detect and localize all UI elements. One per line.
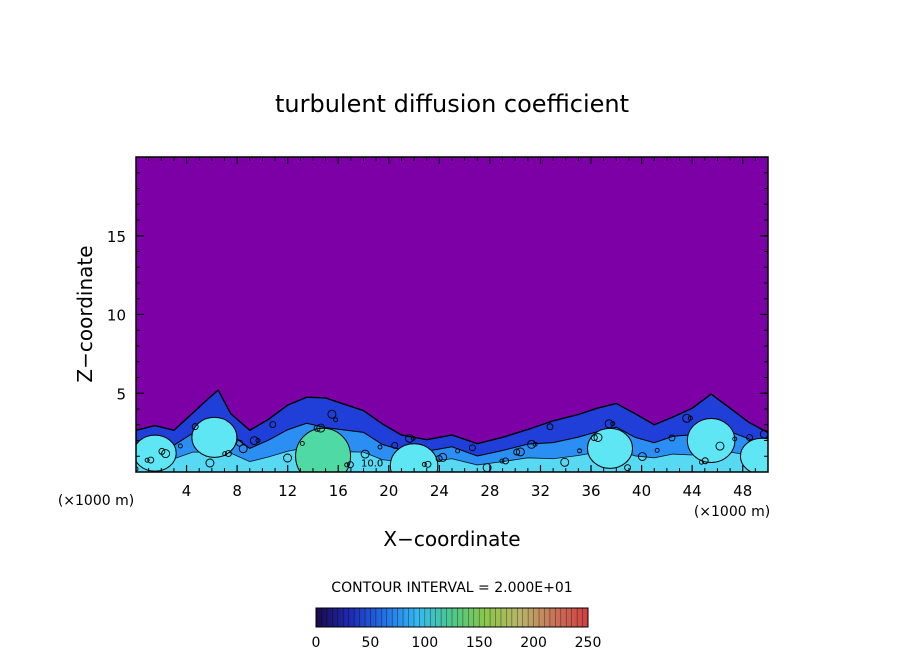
contour-eddy bbox=[438, 452, 448, 462]
contour-eddy bbox=[590, 434, 598, 442]
field-background bbox=[136, 157, 768, 472]
y-axis: 5 10 15 bbox=[107, 172, 768, 457]
contour-eddy bbox=[699, 459, 704, 465]
contour-eddy bbox=[236, 439, 243, 447]
x-tick-label: 8 bbox=[232, 482, 242, 500]
colorbar-frame bbox=[315, 607, 589, 628]
contour-eddy bbox=[502, 457, 510, 465]
contour-eddy bbox=[269, 421, 277, 428]
contour-eddy bbox=[435, 455, 443, 462]
contour-eddy bbox=[746, 434, 753, 442]
contour-eddy bbox=[593, 433, 603, 442]
contour-eddy bbox=[344, 462, 350, 468]
contour-eddy bbox=[637, 452, 647, 461]
contour-eddy bbox=[546, 423, 554, 431]
x-tick-label: 28 bbox=[480, 482, 499, 500]
contour-eddy bbox=[421, 461, 427, 467]
contour-eddy bbox=[604, 419, 614, 429]
colorbar-stripes bbox=[321, 608, 583, 627]
contour-eddy bbox=[682, 413, 692, 423]
contour-eddy bbox=[161, 449, 171, 459]
contour-eddy bbox=[560, 457, 570, 467]
chart-title: turbulent diffusion coefficient bbox=[275, 90, 629, 118]
contour-eddy bbox=[283, 453, 293, 463]
y-tick-label: 15 bbox=[107, 228, 126, 246]
contour-eddy bbox=[391, 441, 399, 449]
x-tick-label: 44 bbox=[683, 482, 702, 500]
x-axis-label: X−coordinate bbox=[383, 527, 520, 551]
x-tick-label: 24 bbox=[430, 482, 449, 500]
high-diffusion-core bbox=[739, 437, 768, 472]
contour-eddy bbox=[668, 434, 676, 442]
contour-eddy bbox=[468, 444, 476, 452]
x-unit-left: (×1000 m) bbox=[58, 493, 134, 509]
contour-eddy bbox=[405, 433, 414, 443]
x-tick-label: 4 bbox=[182, 482, 192, 500]
contour-eddy bbox=[455, 448, 461, 454]
contour-eddy bbox=[624, 464, 632, 472]
contour-eddy bbox=[732, 436, 738, 442]
contour-eddy bbox=[377, 444, 383, 450]
contour-eddy bbox=[249, 436, 259, 446]
contour-eddy bbox=[158, 447, 166, 455]
contour-eddy bbox=[424, 460, 432, 468]
colorbar-tick-label: 50 bbox=[361, 635, 379, 651]
x-tick-label: 20 bbox=[379, 482, 398, 500]
high-diffusion-core bbox=[587, 427, 633, 469]
contour-eddy bbox=[316, 423, 326, 433]
contour-eddy bbox=[136, 466, 139, 472]
contour-eddy bbox=[346, 461, 354, 469]
x-tick-label: 40 bbox=[632, 482, 651, 500]
x-tick-label: 16 bbox=[329, 482, 348, 500]
contour-eddy bbox=[759, 429, 768, 439]
contour-eddy bbox=[654, 447, 660, 453]
colorbar-tick-label: 0 bbox=[312, 635, 321, 651]
colorbar-tick-label: 150 bbox=[466, 635, 493, 651]
colorbar-tick-label: 200 bbox=[520, 635, 547, 651]
turbulence-field bbox=[136, 388, 768, 472]
y-tick-label: 5 bbox=[116, 385, 126, 403]
contour-eddy bbox=[327, 409, 337, 419]
x-tick-label: 36 bbox=[581, 482, 600, 500]
contour-eddy bbox=[205, 458, 215, 468]
y-tick-label: 10 bbox=[107, 307, 126, 325]
x-tick-label: 48 bbox=[733, 482, 752, 500]
contour-eddy bbox=[222, 451, 228, 457]
contour-eddy bbox=[147, 456, 155, 464]
contour-eddy bbox=[144, 457, 150, 463]
colorbar-tick-label: 100 bbox=[411, 635, 438, 651]
colorbar-tick-label: 250 bbox=[575, 635, 602, 651]
contour-eddy bbox=[515, 447, 525, 457]
contour-eddy bbox=[715, 441, 725, 451]
plot-area: 10.0 bbox=[135, 156, 769, 473]
y-axis-label: Z−coordinate bbox=[73, 245, 97, 382]
high-diffusion-core bbox=[295, 427, 352, 472]
high-diffusion-core bbox=[191, 416, 238, 458]
contour-eddy bbox=[313, 424, 321, 432]
contour-value-label: 10.0 bbox=[361, 458, 383, 469]
contour-eddy bbox=[513, 448, 521, 456]
contour-interval-text: CONTOUR INTERVAL = 2.000E+01 bbox=[331, 580, 572, 596]
x-tick-label: 32 bbox=[531, 482, 550, 500]
contour-eddy bbox=[499, 458, 505, 464]
contour-eddy bbox=[177, 443, 183, 449]
colorbar: 0 50 100 150 200 250 bbox=[312, 607, 602, 651]
contour-eddy bbox=[238, 444, 248, 454]
contour-eddy bbox=[299, 441, 305, 446]
contour-eddy bbox=[577, 448, 582, 454]
contour-eddy bbox=[333, 417, 339, 423]
colorbar-ticks: 0 50 100 150 200 250 bbox=[312, 635, 602, 651]
x-unit-right: (×1000 m) bbox=[694, 504, 770, 520]
contour-eddy bbox=[191, 423, 199, 431]
contour-eddy bbox=[527, 439, 536, 449]
contour-eddy bbox=[360, 449, 370, 459]
high-diffusion-core bbox=[686, 418, 736, 463]
contour-eddy bbox=[224, 450, 232, 458]
x-axis: 4 8 12 16 20 24 28 32 36 40 44 48 bbox=[148, 157, 756, 500]
x-tick-label: 12 bbox=[278, 482, 297, 500]
